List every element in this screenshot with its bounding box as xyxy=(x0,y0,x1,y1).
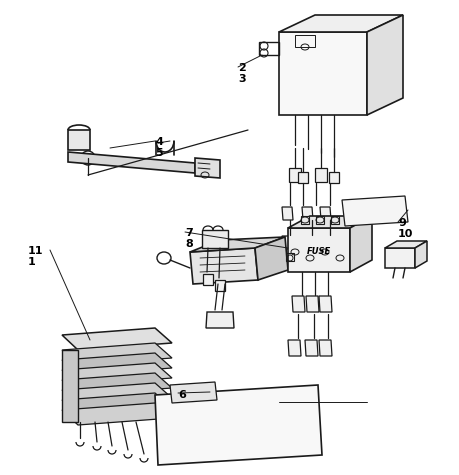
Polygon shape xyxy=(350,216,372,272)
Polygon shape xyxy=(68,152,195,173)
Polygon shape xyxy=(415,241,427,268)
Text: 2: 2 xyxy=(238,63,246,73)
Polygon shape xyxy=(62,350,78,422)
Polygon shape xyxy=(305,340,318,356)
Polygon shape xyxy=(279,32,367,115)
Polygon shape xyxy=(62,363,172,385)
Polygon shape xyxy=(306,296,319,312)
Polygon shape xyxy=(202,230,228,248)
Polygon shape xyxy=(367,15,403,115)
Polygon shape xyxy=(319,340,332,356)
Polygon shape xyxy=(170,382,217,403)
Bar xyxy=(286,253,294,261)
Polygon shape xyxy=(155,385,322,465)
Polygon shape xyxy=(304,236,315,249)
Polygon shape xyxy=(301,216,309,224)
Text: 9: 9 xyxy=(398,218,406,228)
Text: 1: 1 xyxy=(28,257,36,267)
Polygon shape xyxy=(302,207,313,220)
Polygon shape xyxy=(215,280,225,291)
Polygon shape xyxy=(255,237,288,280)
Polygon shape xyxy=(329,172,339,183)
Text: 7: 7 xyxy=(185,228,193,238)
Polygon shape xyxy=(62,403,172,425)
Polygon shape xyxy=(62,383,172,405)
Polygon shape xyxy=(315,168,327,182)
Text: 4: 4 xyxy=(155,137,163,147)
Polygon shape xyxy=(288,228,350,272)
Polygon shape xyxy=(62,373,172,395)
Polygon shape xyxy=(316,216,324,224)
Text: 5: 5 xyxy=(155,148,162,158)
Polygon shape xyxy=(62,393,172,415)
Polygon shape xyxy=(292,296,305,312)
Polygon shape xyxy=(68,130,90,150)
Polygon shape xyxy=(195,158,220,178)
Bar xyxy=(295,35,315,47)
Polygon shape xyxy=(289,168,301,182)
Polygon shape xyxy=(62,353,172,375)
Polygon shape xyxy=(331,216,339,224)
Polygon shape xyxy=(385,248,415,268)
Polygon shape xyxy=(62,343,172,365)
Polygon shape xyxy=(319,296,332,312)
Polygon shape xyxy=(190,237,285,252)
Polygon shape xyxy=(298,172,308,183)
Polygon shape xyxy=(190,248,258,284)
Polygon shape xyxy=(288,340,301,356)
Polygon shape xyxy=(320,207,331,220)
Polygon shape xyxy=(282,236,293,249)
Polygon shape xyxy=(385,241,427,248)
Polygon shape xyxy=(282,207,293,220)
Text: 10: 10 xyxy=(398,229,414,239)
Polygon shape xyxy=(279,15,403,32)
Text: 8: 8 xyxy=(185,239,193,249)
Polygon shape xyxy=(206,312,234,328)
Polygon shape xyxy=(288,216,372,228)
Polygon shape xyxy=(62,328,172,350)
Text: 11: 11 xyxy=(28,246,44,256)
Polygon shape xyxy=(203,274,213,285)
Polygon shape xyxy=(342,196,408,226)
Text: 3: 3 xyxy=(238,74,246,84)
Text: FUSE: FUSE xyxy=(307,247,331,256)
Text: 6: 6 xyxy=(178,390,186,400)
Polygon shape xyxy=(322,236,333,249)
